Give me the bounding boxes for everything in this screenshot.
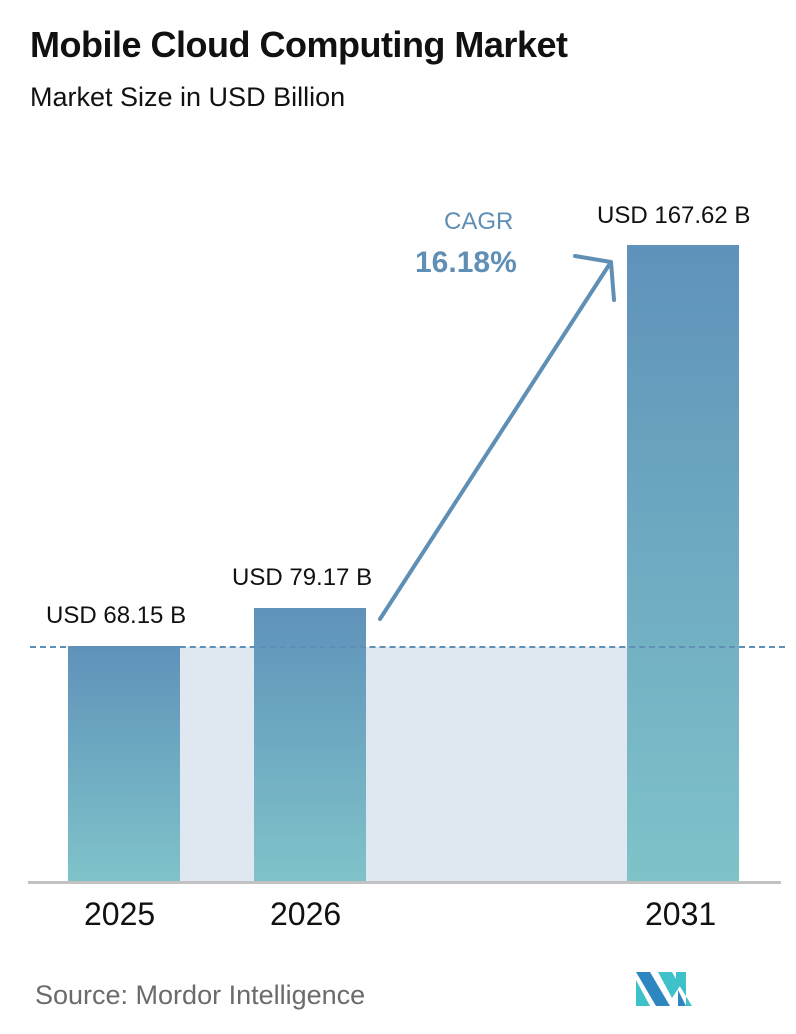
x-tick-2031: 2031	[645, 896, 717, 932]
reference-dashed-line	[30, 646, 785, 648]
bar-label-2031: USD 167.62 B	[597, 202, 751, 229]
source-text: Source: Mordor Intelligence	[35, 980, 366, 1010]
chart-subtitle: Market Size in USD Billion	[30, 82, 346, 112]
cagr-label: CAGR	[444, 208, 514, 235]
x-tick-2026: 2026	[270, 896, 342, 932]
mordor-logo-icon	[636, 972, 692, 1006]
chart-title: Mobile Cloud Computing Market	[30, 24, 568, 65]
x-tick-2025: 2025	[84, 896, 156, 932]
bar-label-2025: USD 68.15 B	[46, 602, 187, 629]
cagr-value: 16.18%	[415, 246, 517, 279]
x-axis-line	[28, 881, 781, 884]
bar-2031	[627, 245, 739, 882]
bar-label-2026: USD 79.17 B	[232, 564, 373, 591]
bar-2026	[254, 608, 366, 882]
bar-2025	[68, 646, 180, 882]
